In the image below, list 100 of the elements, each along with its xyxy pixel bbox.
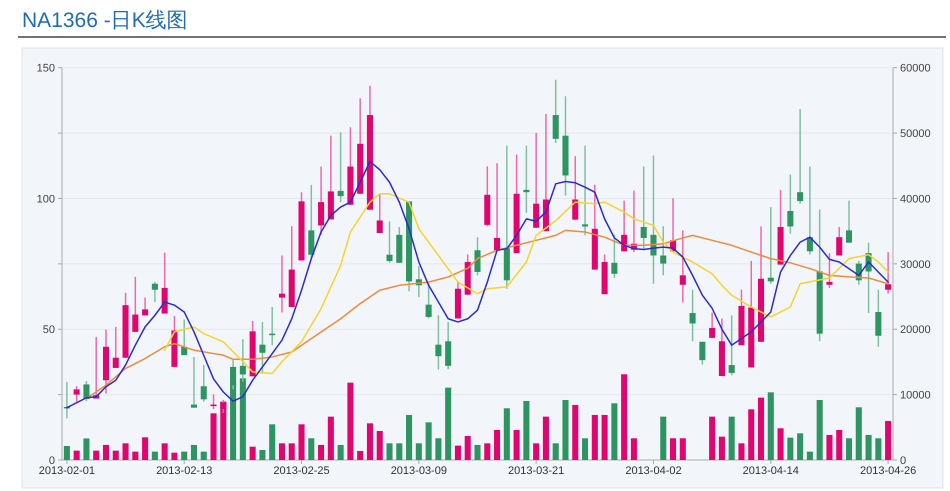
bar (709, 416, 716, 460)
bar (621, 374, 628, 460)
bar (592, 414, 598, 460)
bar (846, 438, 852, 460)
bar (572, 404, 578, 460)
y2-tick-label: 10000 (900, 390, 931, 402)
bar (787, 438, 794, 460)
bar (670, 438, 676, 460)
bar (426, 422, 432, 460)
x-tick-label: 2013-03-21 (508, 465, 564, 477)
y-tick-label: 150 (36, 62, 55, 75)
y-tick-label: 100 (36, 193, 55, 206)
bar (269, 424, 276, 460)
bar (200, 452, 207, 460)
bar (826, 434, 832, 460)
bar (582, 438, 588, 460)
bar (474, 444, 481, 460)
bar (630, 438, 637, 460)
bar (308, 438, 314, 460)
bar (602, 414, 608, 460)
title: NA1366 -日K线图 (22, 9, 188, 32)
bar (64, 446, 70, 460)
bar (112, 450, 119, 460)
bar (142, 437, 148, 460)
bar (278, 443, 285, 460)
bar (376, 430, 383, 460)
bar (386, 443, 393, 460)
y-tick-label: 50 (42, 324, 55, 336)
x-tick-label: 2013-02-01 (38, 465, 96, 477)
bar (533, 443, 540, 460)
bar (406, 414, 412, 460)
bar (162, 443, 168, 460)
bar (806, 452, 813, 460)
bar (210, 413, 217, 460)
bar (152, 452, 158, 460)
bar (836, 430, 842, 460)
bar (758, 398, 764, 460)
bar (885, 420, 892, 460)
bar (464, 436, 471, 460)
bar (328, 416, 334, 460)
bar (816, 400, 823, 460)
bar (797, 433, 804, 460)
bar (366, 423, 373, 460)
y-tick-label: 0 (48, 455, 55, 467)
x-tick-label: 2013-03-09 (390, 465, 447, 477)
bar (523, 400, 530, 460)
bar (240, 378, 246, 460)
bar (660, 416, 666, 460)
x-tick-label: 2013-04-26 (860, 465, 916, 477)
bar (514, 430, 520, 460)
bar (562, 400, 569, 460)
bar (190, 444, 198, 460)
bar (445, 388, 452, 460)
bar (288, 443, 295, 460)
bar (298, 424, 305, 460)
bar (454, 446, 461, 460)
bar (866, 434, 872, 460)
bar (856, 407, 862, 460)
bar (611, 403, 618, 460)
bar (680, 438, 686, 460)
x-tick-label: 2013-02-13 (156, 465, 212, 477)
y2-tick-label: 0 (900, 455, 906, 467)
bar (768, 392, 774, 460)
y2-tick-label: 20000 (900, 324, 931, 336)
bar (132, 452, 138, 460)
bar (748, 409, 754, 460)
bar (542, 416, 549, 460)
y2-tick-label: 40000 (900, 193, 931, 206)
bar (259, 450, 266, 460)
bar (435, 438, 442, 460)
bar (122, 443, 129, 460)
bar (396, 443, 402, 460)
x-tick-label: 2013-02-25 (273, 465, 330, 477)
x-tick-label: 2013-04-02 (625, 465, 682, 477)
bar (347, 382, 354, 460)
bar (357, 450, 364, 460)
y2-tick-label: 30000 (900, 258, 931, 271)
bar (93, 450, 100, 460)
x-tick-label: 2013-04-14 (742, 465, 799, 477)
bar (484, 443, 490, 460)
y2-tick-label: 50000 (900, 128, 931, 140)
bar (220, 402, 226, 460)
bar (504, 408, 510, 460)
bar (778, 428, 784, 460)
bar (875, 438, 882, 460)
y2-tick-label: 60000 (900, 62, 931, 75)
bar (102, 444, 110, 460)
bar (83, 438, 90, 460)
bar (171, 452, 178, 460)
bar (718, 436, 725, 460)
bar (181, 452, 188, 460)
bar (552, 443, 559, 460)
bar (494, 430, 500, 460)
bar (318, 444, 324, 460)
bar (250, 446, 256, 460)
bar (74, 450, 80, 460)
bar (416, 443, 422, 460)
bar (738, 443, 744, 460)
bar (728, 416, 735, 460)
bar (338, 444, 344, 460)
